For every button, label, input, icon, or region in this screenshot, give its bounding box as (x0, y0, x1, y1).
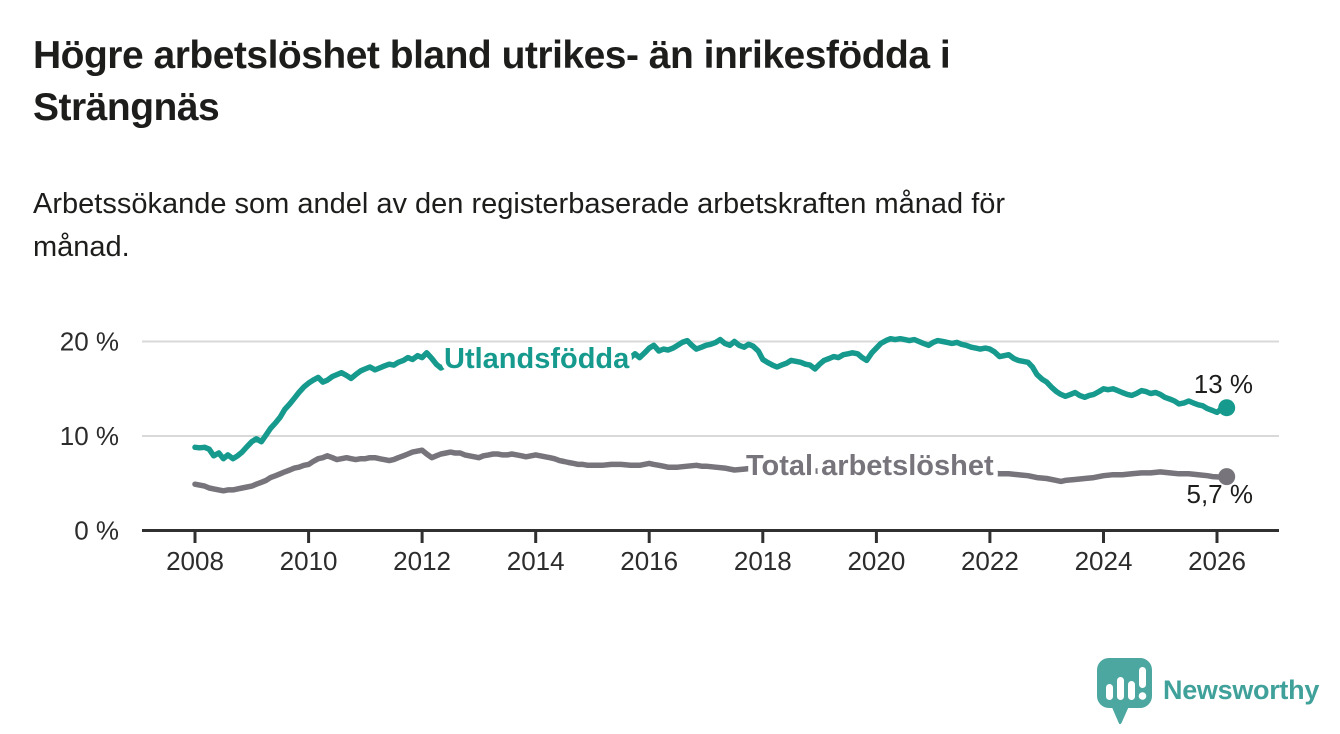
page-title: Högre arbetslöshet bland utrikes- än inr… (33, 30, 951, 134)
x-tick-label: 2024 (1075, 546, 1133, 576)
x-tick-label: 2008 (166, 546, 224, 576)
page-subtitle-line1: Arbetssökande som andel av den registerb… (33, 188, 1006, 220)
x-axis-tickmarks (193, 532, 1219, 543)
y-tick-label-20: 20 % (60, 327, 119, 357)
x-tick-label: 2016 (620, 546, 678, 576)
series-lines (192, 335, 1236, 494)
series-label-utlandsfodda: Utlandsfödda (444, 343, 630, 375)
x-axis-labels: 2008 2010 2012 2014 2016 2018 2020 2022 … (166, 546, 1246, 576)
page-title-line2: Strängnäs (33, 86, 220, 129)
series-end-dot-total (1218, 468, 1236, 486)
y-axis-labels: 20 % 10 % 0 % (60, 327, 119, 546)
x-tick-label: 2014 (507, 546, 565, 576)
series-line-total (192, 447, 1230, 494)
x-tick-label: 2026 (1188, 546, 1246, 576)
x-tick-label: 2010 (280, 546, 338, 576)
line-chart: 20 % 10 % 0 % Utlandsfödda Total arbetsl… (60, 327, 1279, 576)
x-tick-label: 2022 (961, 546, 1019, 576)
series-label-total: Total arbetslöshet (746, 450, 994, 482)
y-tick-label-10: 10 % (60, 421, 119, 451)
end-value-label-utlandsfodda: 13 % (1194, 369, 1253, 399)
brand-name: Newsworthy (1163, 675, 1320, 705)
page-subtitle: Arbetssökande som andel av den registerb… (33, 183, 1005, 269)
bar-chart-glyph-icon (1106, 667, 1147, 700)
series-labels: Utlandsfödda Total arbetslöshet 13 % 5,7… (440, 339, 1254, 510)
series-end-dot-utlandsfodda (1218, 399, 1236, 417)
y-tick-label-0: 0 % (74, 516, 119, 546)
page-subtitle-line2: månad. (33, 231, 130, 263)
x-axis: 2008 2010 2012 2014 2016 2018 2020 2022 … (142, 529, 1279, 576)
x-tick-label: 2012 (393, 546, 451, 576)
series-line-utlandsfodda (192, 335, 1230, 462)
x-tick-label: 2020 (847, 546, 905, 576)
newsworthy-logo-icon (1097, 658, 1152, 725)
x-tick-label: 2018 (734, 546, 792, 576)
page-title-line1: Högre arbetslöshet bland utrikes- än inr… (33, 34, 951, 77)
end-value-label-total: 5,7 % (1187, 479, 1254, 509)
